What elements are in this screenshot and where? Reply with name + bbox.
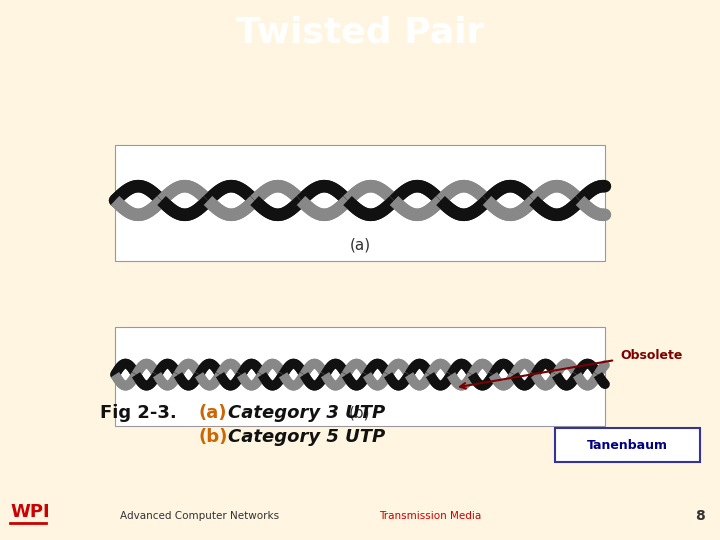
Text: Tanenbaum: Tanenbaum bbox=[587, 438, 667, 451]
Text: Advanced Computer Networks: Advanced Computer Networks bbox=[120, 511, 279, 521]
Text: Obsolete: Obsolete bbox=[620, 349, 683, 362]
Text: Category 5 UTP: Category 5 UTP bbox=[228, 428, 385, 446]
Text: WPI: WPI bbox=[10, 503, 50, 521]
Text: (b): (b) bbox=[349, 406, 371, 421]
Text: (b): (b) bbox=[198, 428, 228, 446]
Text: (a): (a) bbox=[349, 238, 371, 253]
Text: 8: 8 bbox=[696, 509, 705, 523]
Text: Transmission Media: Transmission Media bbox=[379, 511, 481, 521]
Bar bbox=[115, 327, 605, 426]
Text: Category 3 UTP: Category 3 UTP bbox=[228, 404, 385, 422]
Bar bbox=[115, 145, 605, 261]
Bar bbox=[555, 428, 700, 462]
Text: Twisted Pair: Twisted Pair bbox=[236, 15, 484, 49]
Text: Fig 2-3.: Fig 2-3. bbox=[100, 404, 176, 422]
Text: (a): (a) bbox=[198, 404, 227, 422]
